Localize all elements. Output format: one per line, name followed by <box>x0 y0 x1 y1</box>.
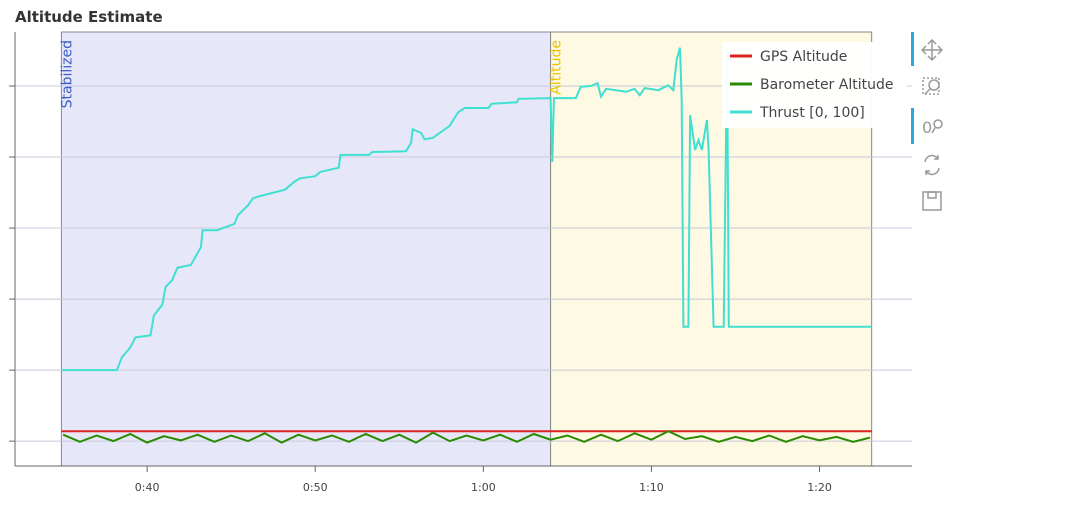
chart-title: Altitude Estimate <box>15 8 163 26</box>
plot-area: 0:40 0:50 1:00 1:10 1:20 Stabilized Altitude GP… <box>9 31 912 494</box>
x-tick-label: 1:10 <box>639 481 664 494</box>
reset-tool[interactable] <box>924 154 940 176</box>
svg-text:0: 0 <box>922 118 932 137</box>
legend-box <box>722 42 907 128</box>
toolbar: 0 <box>911 32 944 211</box>
tool-active <box>911 108 914 144</box>
legend-label: Thrust [0, 100] <box>759 105 865 121</box>
save-tool[interactable] <box>922 191 942 211</box>
tool-active <box>911 32 914 66</box>
pan-tool[interactable] <box>920 38 944 62</box>
x-tick-label: 1:00 <box>471 481 496 494</box>
wheel-zoom-tool[interactable]: 0 <box>922 118 943 137</box>
x-tick-label: 0:40 <box>135 481 160 494</box>
legend-label: Barometer Altitude <box>760 77 893 93</box>
series-line <box>62 430 871 444</box>
region <box>60 31 552 467</box>
box-zoom-tool[interactable] <box>922 77 940 95</box>
region-label: Altitude <box>549 40 565 95</box>
legend-label: GPS Altitude <box>760 49 847 65</box>
series-line <box>61 47 872 372</box>
region-label: Stabilized <box>59 40 75 108</box>
legend: GPS Altitude Barometer Altitude Thrust [0,… <box>722 42 907 128</box>
x-tick-label: 1:20 <box>807 481 832 494</box>
x-tick-label: 0:50 <box>303 481 328 494</box>
